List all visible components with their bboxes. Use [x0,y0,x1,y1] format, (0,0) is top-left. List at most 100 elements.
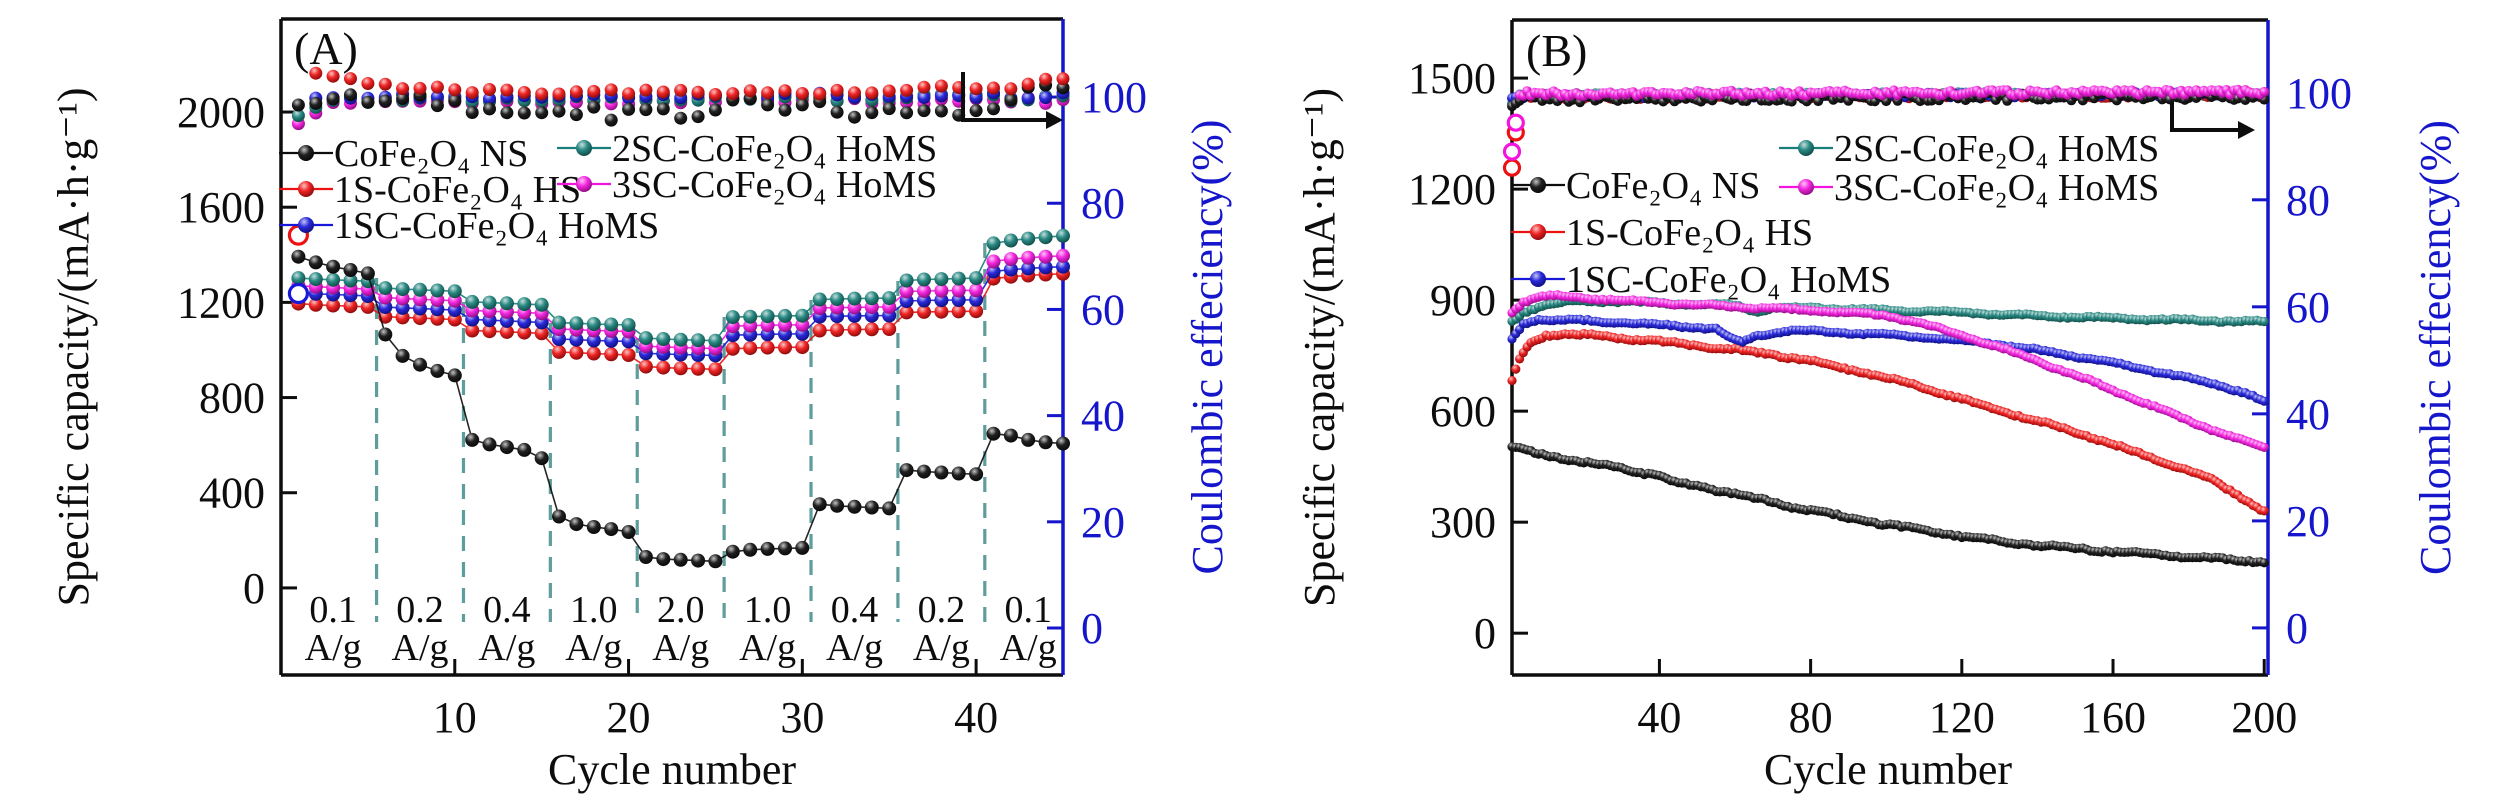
rate-unit-label: A/g [565,627,622,669]
data-point [969,304,984,319]
data-point [864,322,879,337]
data-point [1056,259,1070,274]
data-point [308,272,323,287]
data-point [951,271,966,286]
left-tick-label: 1600 [177,183,265,232]
capacity-series-2 [1507,328,2269,516]
left-tick-label: 0 [1474,609,1496,658]
data-point [586,333,601,348]
efficiency-point [708,103,722,117]
data-point [534,326,549,341]
x-axis-title: Cycle number [1764,745,2012,794]
data-point [638,550,653,564]
efficiency-point [987,81,1000,95]
efficiency-point [917,104,931,118]
efficiency-point [726,87,740,101]
efficiency-point [1056,72,1070,86]
data-point [638,359,653,374]
data-point [882,291,897,306]
data-point [552,332,566,346]
data-point [447,368,462,383]
data-point [899,463,914,478]
data-point [847,322,862,337]
data-point [899,305,914,320]
efficiency-point [882,84,896,98]
rate-value-label: 1.0 [744,589,792,631]
data-point [343,273,358,288]
data-point [552,509,566,524]
arrow-head [1046,111,1063,129]
data-point [934,272,949,287]
data-point [308,297,323,312]
capacity-series-4 [291,228,1070,348]
data-point [830,323,845,337]
data-point [604,333,619,348]
data-point [917,464,931,479]
efficiency-point [517,86,531,99]
data-point [326,272,341,287]
data-point [343,299,358,314]
left-axis-title: Specific capacity/(mA·h·g⁻¹) [1295,88,1344,607]
data-point [969,467,984,482]
efficiency-point [517,106,531,120]
series-connector-line [298,255,1064,563]
data-point [534,451,549,466]
left-tick-label: 600 [1430,387,1496,436]
efficiency-point [917,80,931,94]
data-point [604,347,619,362]
x-axis-title: Cycle number [548,745,796,794]
data-point [1038,230,1053,245]
efficiency-point [2259,86,2270,97]
efficiency-point [1039,72,1053,86]
efficiency-point [934,79,948,93]
capacity-series-1 [291,249,1070,569]
efficiency-point [309,96,323,110]
data-point [586,317,601,331]
bottom-tick-label: 160 [2080,693,2146,742]
right-tick-label: 80 [1081,179,1125,228]
data-point [899,273,914,288]
right-tick-label: 20 [1081,498,1125,547]
rate-value-label: 2.0 [657,589,705,631]
rate-unit-label: A/g [913,627,970,669]
legend-marker-sphere [576,140,592,156]
efficiency-point [969,104,983,118]
capacity-series-1 [1507,442,2269,568]
right-tick-label: 100 [1081,73,1147,122]
legend-item-5: 3SC-CoFe₂O₄ HoMS [557,164,937,206]
left-tick-label: 1500 [1408,54,1496,103]
efficiency-point [326,69,340,83]
data-point [778,308,792,323]
legend-label: 1S-CoFe₂O₄ HS [334,169,581,211]
series-connector-line [298,235,1064,342]
data-point [882,501,897,516]
data-point [673,361,688,376]
capacity-series-3 [1507,314,2269,406]
data-point [1056,228,1070,243]
legend-label: 3SC-CoFe₂O₄ HoMS [1834,167,2159,209]
rate-unit-label: A/g [478,627,535,669]
capacity-series-2 [291,266,1070,377]
efficiency-point [604,113,618,127]
data-point [465,323,480,338]
legend-item-3: 1SC-CoFe₂O₄ HoMS [1511,259,1891,301]
first-cycle-efficiency-outlier [1506,113,1525,132]
data-point [656,360,671,375]
data-point [778,541,792,556]
efficiency-point [1004,93,1018,107]
data-point [499,296,514,311]
data-point [673,332,688,347]
data-point [917,272,931,287]
efficiency-point [604,83,618,97]
efficiency-point [934,89,948,103]
data-point [708,362,723,377]
efficiency-point [361,77,375,90]
right-tick-label: 0 [1081,604,1103,653]
efficiency-point [743,84,757,98]
efficiency-point [291,98,305,112]
data-point [812,323,827,338]
data-point [847,291,862,306]
bottom-tick-label: 30 [780,693,824,742]
data-point [586,520,601,534]
